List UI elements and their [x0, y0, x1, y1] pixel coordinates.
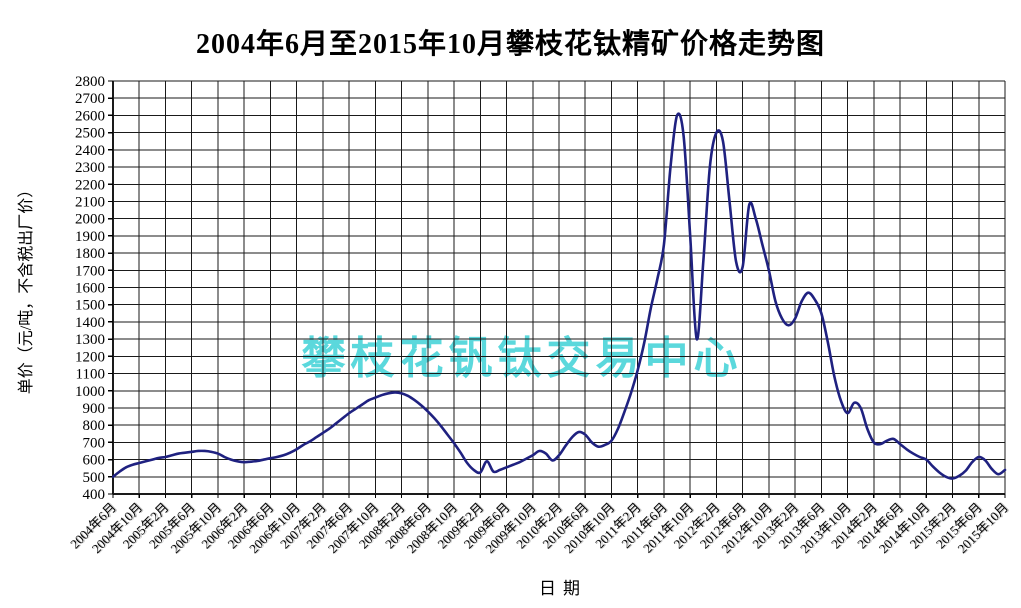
y-tick-label: 1100 — [76, 367, 105, 383]
y-tick-label: 1400 — [75, 315, 105, 331]
watermark: 攀枝花钒钛交易中心 — [301, 334, 743, 383]
y-tick-label: 2500 — [75, 126, 105, 142]
y-tick-label: 400 — [83, 487, 106, 503]
y-tick-label: 900 — [83, 401, 106, 417]
grid-lines — [112, 80, 1006, 495]
y-tick-label: 2400 — [75, 143, 105, 159]
y-tick-label: 2700 — [75, 91, 105, 107]
y-tick-label: 2800 — [75, 74, 105, 90]
y-tick-label: 2300 — [75, 160, 105, 176]
y-tick-label: 2000 — [75, 212, 105, 228]
y-tick-label: 2200 — [75, 177, 105, 193]
y-tick-label: 1900 — [75, 229, 105, 245]
y-tick-label: 1500 — [75, 298, 105, 314]
axis-ticks — [108, 80, 1006, 498]
y-tick-label: 2100 — [75, 194, 105, 210]
y-tick-label: 500 — [83, 470, 106, 486]
x-axis-title: 日期 — [539, 579, 587, 598]
y-tick-label: 700 — [83, 435, 106, 451]
y-tick-label: 1000 — [75, 384, 105, 400]
price-line-series — [112, 112, 1007, 480]
y-axis-title: 单价（元/吨，不含税出厂价） — [17, 182, 35, 394]
y-tick-label: 800 — [83, 418, 106, 434]
y-tick-label: 1200 — [75, 349, 105, 365]
y-tick-label: 1600 — [75, 281, 105, 297]
y-tick-label: 600 — [83, 453, 106, 469]
y-tick-label: 1700 — [75, 263, 105, 279]
chart-title: 2004年6月至2015年10月攀枝花钛精矿价格走势图 — [195, 29, 825, 60]
y-tick-label: 1800 — [75, 246, 105, 262]
price-line — [112, 112, 1007, 480]
y-tick-label: 1300 — [75, 332, 105, 348]
y-tick-label: 2600 — [75, 108, 105, 124]
